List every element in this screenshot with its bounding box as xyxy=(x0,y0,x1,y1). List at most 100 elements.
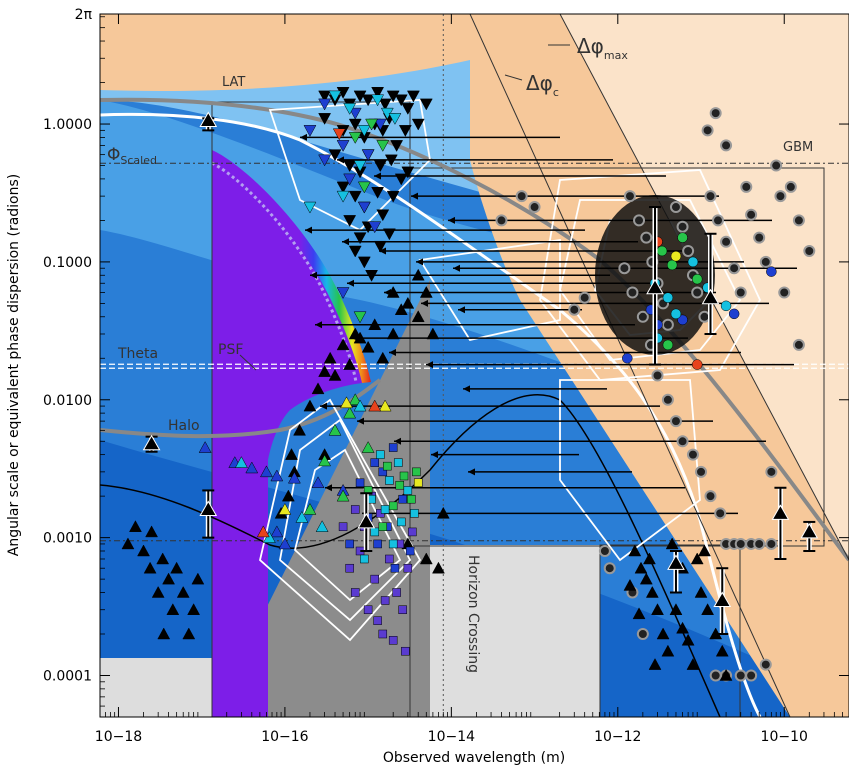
error-bar-marker xyxy=(357,512,376,529)
axes: 10−18 10−16 10−14 10−12 10−10 0.0001 0.0010 0.0… xyxy=(43,7,849,745)
data-point xyxy=(701,124,714,137)
data-point xyxy=(712,214,725,227)
data-point xyxy=(401,646,410,656)
x-axis-title: Observed wavelength (m) xyxy=(383,750,565,766)
data-point xyxy=(691,286,704,299)
data-point xyxy=(728,262,741,275)
data-point xyxy=(651,603,664,615)
data-point xyxy=(318,365,332,377)
upper-limit-arrow-head xyxy=(416,258,423,266)
data-point xyxy=(295,510,309,523)
data-point xyxy=(353,232,367,245)
data-point xyxy=(281,489,295,502)
data-point xyxy=(403,563,413,573)
data-point xyxy=(371,187,385,199)
data-point xyxy=(622,353,633,364)
data-point xyxy=(176,585,190,598)
data-point xyxy=(315,520,329,532)
data-point xyxy=(765,537,778,550)
data-point xyxy=(651,369,664,382)
data-point xyxy=(598,544,611,557)
data-point xyxy=(350,588,360,597)
contour-7 xyxy=(559,379,701,562)
halo-label: Halo xyxy=(168,418,200,434)
data-point xyxy=(360,554,369,564)
data-point xyxy=(343,358,357,370)
data-point xyxy=(182,627,196,640)
upper-limit-arrow-head xyxy=(315,321,322,329)
data-point xyxy=(303,125,317,137)
data-point xyxy=(639,572,653,585)
data-point xyxy=(332,128,346,141)
dphi-c-leader xyxy=(504,74,523,81)
data-point xyxy=(405,546,415,556)
y-tick-label: 0.1000 xyxy=(43,255,92,271)
data-point xyxy=(403,486,413,495)
upper-limit-arrow-head xyxy=(357,417,364,425)
data-point xyxy=(603,562,616,575)
data-point xyxy=(643,552,656,565)
data-point xyxy=(361,340,375,353)
data-point xyxy=(336,287,350,300)
data-point xyxy=(318,113,332,125)
data-point xyxy=(348,393,362,406)
data-point xyxy=(759,658,772,671)
upper-limit-arrow-head xyxy=(468,468,475,476)
data-point xyxy=(357,256,371,269)
data-point xyxy=(392,588,401,597)
data-point xyxy=(670,308,682,320)
data-point xyxy=(618,262,631,275)
upper-limit-arrow-head xyxy=(305,226,312,234)
upper-limit-arrow-head xyxy=(458,306,465,314)
data-point xyxy=(395,480,405,490)
data-point xyxy=(626,286,639,299)
upper-limit-arrow-head xyxy=(453,264,460,272)
data-point xyxy=(371,87,385,99)
data-point xyxy=(318,454,332,467)
data-point xyxy=(256,525,270,538)
upper-limit-arrow-head xyxy=(431,451,438,459)
data-point xyxy=(720,300,732,312)
data-point xyxy=(410,509,419,518)
data-point xyxy=(803,244,816,257)
data-point xyxy=(661,393,674,406)
data-point xyxy=(234,456,248,468)
data-point xyxy=(380,505,390,514)
data-point xyxy=(368,399,382,412)
data-point xyxy=(398,125,412,137)
data-point xyxy=(348,132,362,144)
data-point xyxy=(353,331,367,344)
data-point xyxy=(365,270,378,282)
data-point xyxy=(720,235,733,248)
data-point xyxy=(401,296,415,309)
data-point xyxy=(361,149,375,162)
data-point xyxy=(287,471,301,484)
dphi-c-line xyxy=(469,14,791,717)
data-point xyxy=(390,140,404,152)
data-point xyxy=(388,113,402,125)
data-point xyxy=(719,668,733,681)
theta-label: Theta xyxy=(117,346,158,362)
y-tick-label: 0.0010 xyxy=(43,531,92,547)
upper-limit-arrow-head xyxy=(426,361,433,369)
upper-limit-arrow-head xyxy=(347,279,354,287)
data-point xyxy=(686,658,700,670)
data-point xyxy=(766,266,777,277)
data-point xyxy=(368,318,382,331)
data-point xyxy=(632,607,646,620)
data-point xyxy=(661,318,674,331)
horizon-crossing-label: Horizon Crossing xyxy=(465,555,481,673)
data-point xyxy=(361,441,375,453)
data-point xyxy=(765,465,778,478)
x-tick-label: 10−10 xyxy=(761,729,808,745)
data-point xyxy=(676,621,689,634)
psf-dotted-edge xyxy=(211,161,358,383)
data-point xyxy=(413,478,423,488)
data-point xyxy=(411,310,425,323)
data-point xyxy=(670,250,682,262)
data-point xyxy=(578,291,591,304)
data-point xyxy=(143,561,157,574)
data-point xyxy=(380,596,390,605)
data-point xyxy=(303,399,317,412)
